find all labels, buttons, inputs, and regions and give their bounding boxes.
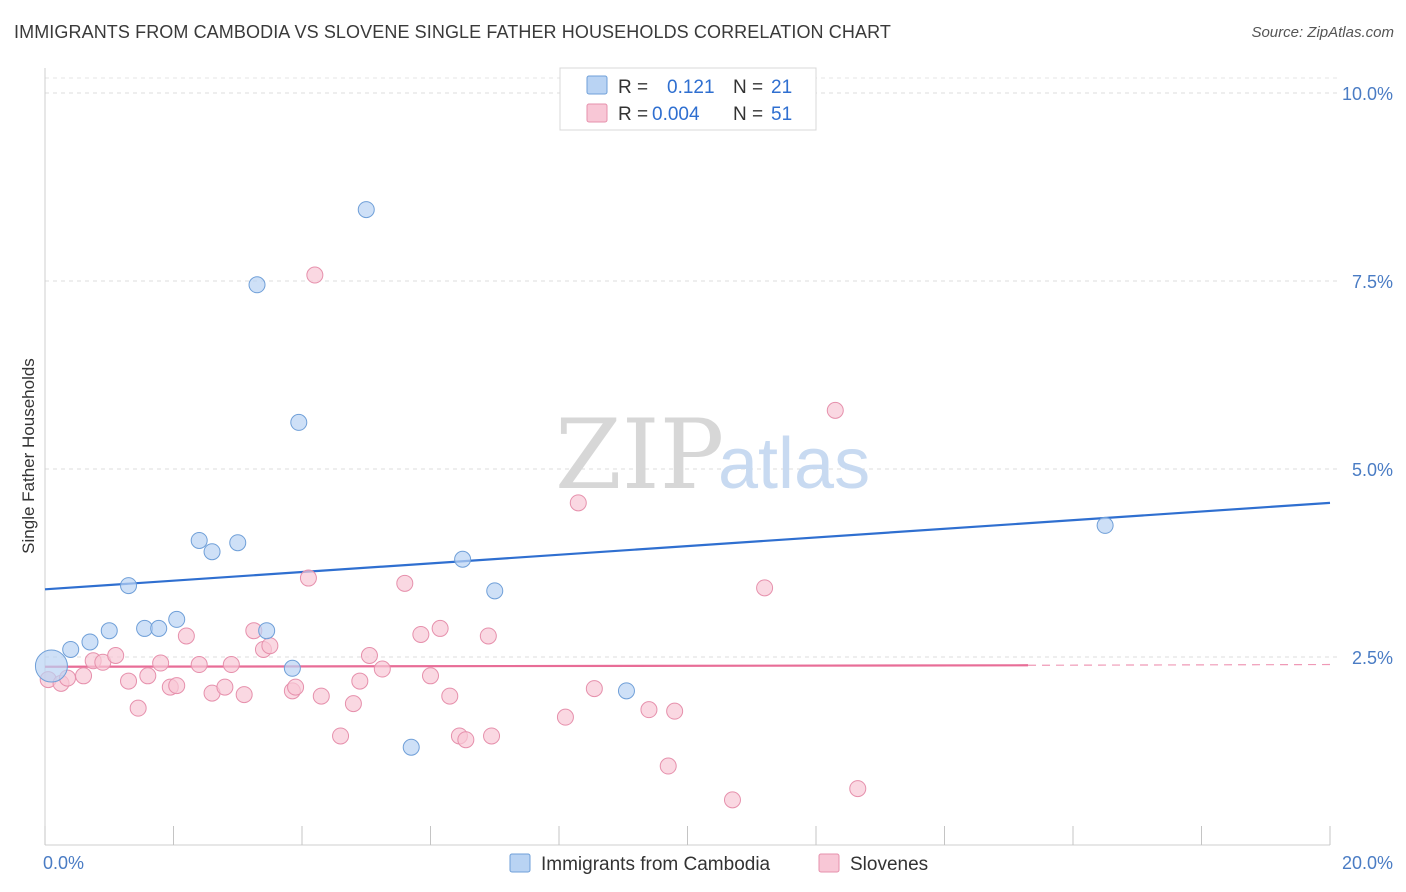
point-cambodia bbox=[290, 413, 308, 431]
series-legend-swatch-cambodia bbox=[509, 853, 531, 873]
point-slovene bbox=[306, 266, 324, 284]
point-slovene bbox=[431, 619, 449, 637]
point-slovene bbox=[360, 647, 378, 665]
point-cambodia bbox=[203, 543, 221, 561]
point-slovene bbox=[351, 672, 369, 690]
series-legend-label-cambodia: Immigrants from Cambodia bbox=[541, 854, 771, 875]
chart-title: IMMIGRANTS FROM CAMBODIA VS SLOVENE SING… bbox=[14, 22, 891, 42]
point-cambodia bbox=[486, 582, 504, 600]
point-slovene bbox=[299, 569, 317, 587]
y-tick-label: 2.5% bbox=[1352, 648, 1393, 668]
point-slovene bbox=[139, 667, 157, 685]
point-slovene bbox=[412, 625, 430, 643]
legend-swatch-cambodia bbox=[586, 75, 608, 95]
x-tick-label: 20.0% bbox=[1342, 853, 1393, 873]
point-slovene bbox=[287, 678, 305, 696]
y-tick-labels: 2.5% 5.0% 7.5% 10.0% bbox=[1342, 84, 1393, 668]
axes bbox=[44, 68, 1331, 846]
series-legend: Immigrants from Cambodia Slovenes bbox=[509, 853, 928, 875]
point-cambodia bbox=[248, 276, 266, 294]
y-tick-label: 5.0% bbox=[1352, 460, 1393, 480]
y-axis-label: Single Father Households bbox=[19, 358, 38, 554]
point-slovene bbox=[120, 672, 138, 690]
point-slovene bbox=[422, 667, 439, 685]
point-slovene bbox=[152, 654, 170, 672]
legend-r-label-cambodia: R = bbox=[618, 77, 648, 98]
trend-line-cambodia bbox=[44, 501, 1331, 591]
point-slovene bbox=[457, 731, 475, 749]
watermark-atlas: atlas bbox=[718, 424, 870, 504]
point-slovene bbox=[556, 708, 574, 726]
point-cambodia bbox=[454, 550, 472, 568]
point-slovene bbox=[849, 780, 867, 798]
trend-line-slovene bbox=[44, 664, 1029, 668]
point-cambodia bbox=[136, 619, 154, 637]
point-cambodia bbox=[283, 659, 301, 677]
point-cambodia bbox=[120, 577, 138, 595]
legend-r-value-cambodia: 0.121 bbox=[667, 77, 715, 98]
point-slovene bbox=[373, 660, 391, 678]
point-slovene bbox=[235, 686, 253, 704]
chart-source: Source: ZipAtlas.com bbox=[1251, 24, 1394, 41]
point-slovene bbox=[222, 656, 240, 674]
x-tick-label: 0.0% bbox=[43, 853, 84, 873]
point-cambodia bbox=[100, 622, 118, 640]
point-slovene bbox=[107, 647, 125, 665]
point-slovene bbox=[261, 637, 279, 655]
grid-lines bbox=[45, 77, 1338, 658]
point-slovene bbox=[216, 678, 234, 696]
series-legend-label-slovene: Slovenes bbox=[850, 854, 928, 875]
point-slovene bbox=[177, 627, 195, 645]
watermark-zip: ZIP bbox=[555, 399, 724, 511]
point-cambodia bbox=[357, 201, 375, 219]
point-slovene bbox=[396, 574, 414, 592]
point-slovene bbox=[666, 702, 684, 720]
point-slovene bbox=[129, 699, 147, 717]
y-tick-label: 7.5% bbox=[1352, 272, 1393, 292]
point-slovene bbox=[569, 494, 587, 512]
legend-r-label-slovene: R = bbox=[618, 104, 648, 125]
point-cambodia bbox=[402, 738, 420, 756]
legend-n-label-slovene: N = bbox=[733, 104, 763, 125]
point-slovene bbox=[441, 687, 459, 705]
legend-r-value-slovene: 0.004 bbox=[652, 104, 700, 125]
watermark: ZIP atlas bbox=[555, 399, 870, 511]
point-cambodia bbox=[229, 534, 247, 552]
point-slovene bbox=[826, 401, 844, 419]
y-tick-label: 10.0% bbox=[1342, 84, 1393, 104]
data-points bbox=[34, 201, 1114, 809]
point-slovene bbox=[585, 680, 603, 698]
point-slovene bbox=[483, 727, 501, 745]
x-tick-labels: 0.0% 20.0% bbox=[43, 853, 1393, 873]
point-slovene bbox=[479, 627, 497, 645]
point-cambodia bbox=[1096, 516, 1114, 534]
legend-swatch-slovene bbox=[586, 103, 608, 123]
point-cambodia bbox=[258, 622, 276, 640]
point-slovene bbox=[332, 727, 350, 745]
trend-lines bbox=[44, 501, 1331, 668]
point-slovene bbox=[190, 656, 208, 674]
point-cambodia bbox=[617, 682, 635, 700]
series-legend-swatch-slovene bbox=[818, 853, 840, 873]
legend-n-value-cambodia: 21 bbox=[771, 77, 792, 98]
legend-n-label-cambodia: N = bbox=[733, 77, 763, 98]
point-cambodia bbox=[34, 649, 68, 683]
point-slovene bbox=[344, 695, 362, 713]
point-cambodia bbox=[168, 610, 186, 628]
point-slovene bbox=[723, 791, 741, 809]
stats-legend: R = 0.121 N = 21 R = 0.004 N = 51 bbox=[559, 67, 817, 131]
point-slovene bbox=[75, 667, 93, 685]
point-slovene bbox=[659, 757, 677, 775]
point-slovene bbox=[168, 677, 186, 695]
legend-n-value-slovene: 51 bbox=[771, 104, 792, 125]
point-slovene bbox=[756, 579, 774, 597]
point-cambodia bbox=[81, 633, 99, 651]
point-cambodia bbox=[190, 531, 208, 549]
point-cambodia bbox=[150, 619, 168, 637]
point-cambodia bbox=[62, 640, 80, 658]
point-slovene bbox=[640, 701, 658, 719]
trend-line-slovene-extension bbox=[1028, 663, 1331, 666]
point-slovene bbox=[312, 687, 330, 705]
